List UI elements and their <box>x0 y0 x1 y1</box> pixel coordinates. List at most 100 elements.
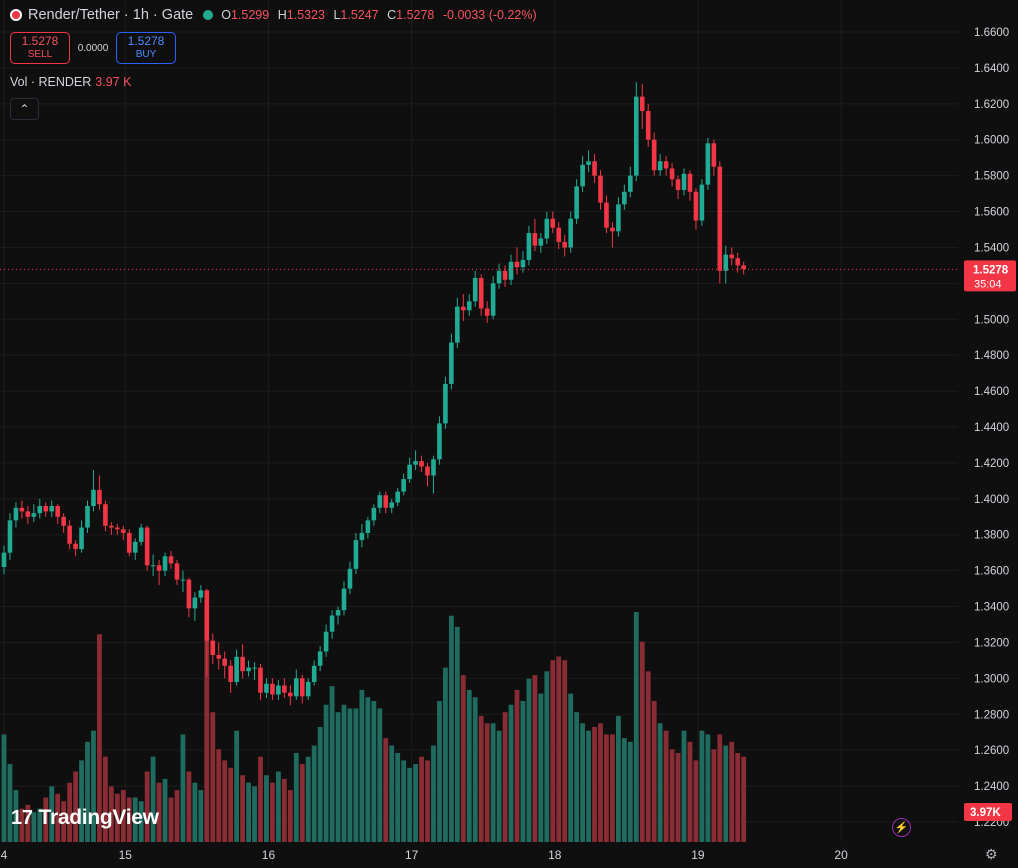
candle <box>228 660 233 693</box>
volume-bar <box>657 723 663 842</box>
candle <box>67 520 72 550</box>
candle <box>204 588 210 677</box>
volume-bar <box>395 752 401 842</box>
volume-bar <box>687 741 693 842</box>
volume-bar <box>317 727 323 842</box>
volume-bar <box>192 782 198 842</box>
candle <box>425 462 430 487</box>
volume-bar <box>329 686 335 842</box>
candle <box>723 245 729 284</box>
candle <box>478 274 484 316</box>
volume-bar <box>407 767 413 842</box>
candle <box>210 633 216 664</box>
candle <box>586 150 591 173</box>
candle <box>156 559 162 585</box>
volume-bar <box>484 723 490 842</box>
volume-bar <box>311 745 317 842</box>
grid-lines <box>0 0 958 842</box>
candle <box>192 592 198 621</box>
candles <box>1 82 746 706</box>
volume-bar <box>371 701 377 842</box>
sell-button[interactable]: 1.5278 SELL <box>10 32 70 64</box>
volume-bar <box>168 797 174 842</box>
candle <box>645 103 651 147</box>
volume-bar <box>264 775 269 842</box>
volume-legend-label: Vol · RENDER <box>10 75 92 89</box>
gear-icon[interactable]: ⚙ <box>985 846 998 862</box>
volume-bar <box>681 730 687 842</box>
volume-legend[interactable]: Vol · RENDER 3.97 K <box>10 75 131 89</box>
candle <box>174 559 180 585</box>
volume-bar <box>210 712 216 842</box>
render-logo-icon <box>10 9 22 21</box>
volume-bar <box>359 689 365 842</box>
volume-bar <box>645 671 651 842</box>
y-tick-label: 1.3400 <box>974 602 1009 614</box>
collapse-legend-button[interactable]: ⌃ <box>10 98 39 120</box>
volume-bar <box>138 801 144 842</box>
countdown: 35:04 <box>974 278 1002 290</box>
volume-bar <box>132 797 138 842</box>
x-tick-label: 18 <box>548 848 562 862</box>
volume-bar <box>604 734 609 842</box>
volume-bar <box>281 778 287 842</box>
volume-bar <box>120 790 126 842</box>
buy-button[interactable]: 1.5278 BUY <box>116 32 176 64</box>
volume-bar <box>735 752 741 842</box>
volume-bar <box>19 808 25 842</box>
volume-bar <box>598 723 603 842</box>
volume-bar <box>454 626 460 842</box>
volume-bar <box>91 730 96 842</box>
volume-bar <box>550 660 556 842</box>
price-axis[interactable]: 1.6600 1.6400 1.6200 1.6000 1.5800 1.5600 1.54… <box>974 27 1009 829</box>
volume-bar <box>592 727 597 842</box>
last-price-label: 1.5278 35:04 <box>964 260 1016 292</box>
volume-bar <box>49 786 55 842</box>
candle <box>7 513 13 560</box>
open-label: O <box>221 8 231 22</box>
volume-bar <box>627 741 633 842</box>
y-tick-label: 1.3000 <box>974 673 1009 685</box>
candle <box>526 225 532 266</box>
candle <box>365 516 371 539</box>
lightning-icon[interactable]: ⚡ <box>892 818 911 837</box>
candle <box>514 247 520 275</box>
y-tick-label: 1.5800 <box>974 171 1009 183</box>
close-label: C <box>387 8 397 22</box>
volume-bar <box>448 615 454 842</box>
tradingview-wordmark: TradingView <box>38 806 159 829</box>
candle <box>61 513 66 533</box>
candle <box>395 488 400 506</box>
volume-bar <box>514 689 520 842</box>
volume-bar <box>425 760 430 842</box>
candle <box>371 504 377 526</box>
volume-bar <box>610 734 615 842</box>
candle <box>693 188 699 230</box>
volume-bar <box>7 764 13 842</box>
volume-bar <box>538 693 544 842</box>
candle <box>556 222 562 250</box>
candle <box>437 416 442 465</box>
candle <box>466 294 472 316</box>
volume-bar <box>508 704 514 842</box>
candle <box>162 552 168 577</box>
volume-legend-value: 3.97 K <box>95 75 132 89</box>
volume-bar <box>705 734 711 842</box>
sell-price: 1.5278 <box>21 34 59 48</box>
candle <box>138 523 144 546</box>
volume-bar <box>580 723 586 842</box>
volume-bar <box>126 797 132 842</box>
candle <box>264 678 269 699</box>
volume-bar <box>144 771 150 842</box>
candle <box>651 132 657 176</box>
candle <box>132 538 138 560</box>
candle <box>419 455 424 472</box>
volume-bar <box>287 790 293 842</box>
candle <box>299 674 305 704</box>
candle <box>610 222 615 248</box>
y-tick-label: 1.2800 <box>974 709 1009 721</box>
symbol-title[interactable]: Render/Tether · 1h · Gate <box>28 7 194 23</box>
y-tick-label: 1.4800 <box>974 350 1009 362</box>
time-axis[interactable]: 4 15 16 17 18 19 20 <box>1 848 848 862</box>
